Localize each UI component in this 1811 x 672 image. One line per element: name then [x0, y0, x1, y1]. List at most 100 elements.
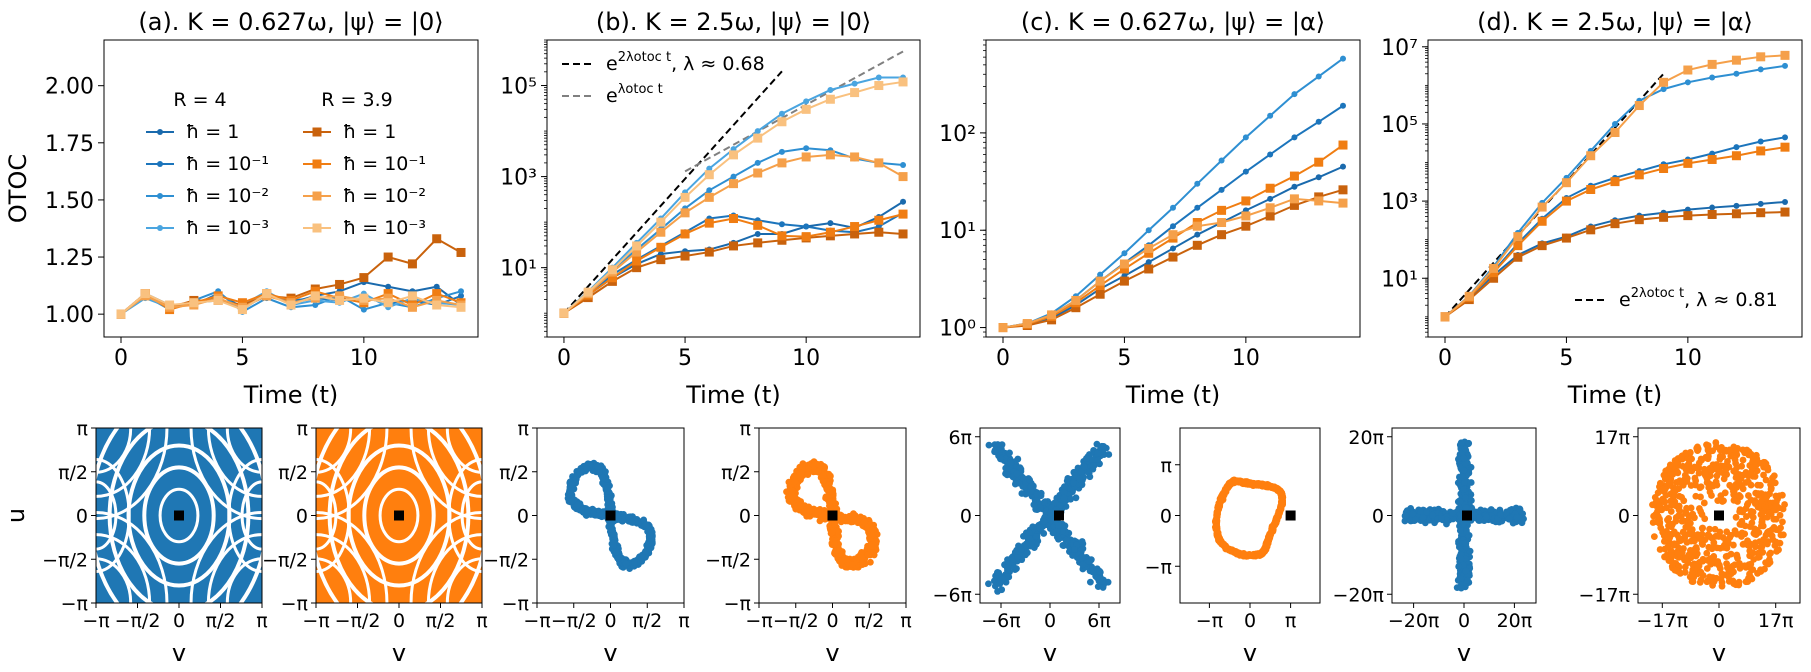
y-tick-label: −6π [933, 584, 972, 606]
y-tick-label: 10³ [1381, 190, 1418, 215]
legend-marker [157, 161, 163, 167]
data-point [1217, 230, 1227, 240]
scatter-point [1719, 498, 1726, 505]
scatter-point [868, 532, 876, 540]
data-point [1660, 86, 1667, 93]
data-point [632, 263, 642, 273]
legend-header: R = 3.9 [321, 89, 392, 111]
y-tick-label: −π [1145, 556, 1172, 578]
scatter-point [819, 477, 827, 485]
data-point [680, 229, 690, 239]
orbit-gap [316, 480, 338, 551]
scatter-point [1732, 448, 1740, 456]
scatter-point [1754, 491, 1762, 499]
data-point [1707, 154, 1717, 164]
scatter-point [1036, 524, 1043, 532]
scatter-point [1055, 522, 1062, 530]
legend-label: ħ = 10⁻³ [343, 217, 426, 239]
scatter-point [1248, 551, 1256, 559]
scatter-point [1723, 471, 1731, 478]
data-point [383, 289, 393, 299]
scatter-point [1747, 573, 1755, 581]
scatter-point [1277, 488, 1285, 496]
phase-panel-4: −π −π/2 0 π/2 πππ/20−π/2−πv [705, 418, 912, 667]
data-point [729, 179, 738, 189]
panel-title: (c). K = 0.627ω, |ψ⟩ = |α⟩ [1021, 8, 1325, 36]
data-point [656, 255, 666, 265]
scatter-point [1457, 439, 1465, 447]
panel-title: (b). K = 2.5ω, |ψ⟩ = |0⟩ [596, 8, 871, 36]
data-point [1192, 240, 1202, 250]
data-point [1610, 177, 1620, 187]
x-tick-label: −π [302, 610, 329, 632]
scatter-point [1278, 500, 1286, 508]
scatter-point [1213, 523, 1220, 531]
data-point [383, 293, 393, 303]
x-tick-label: 0 [604, 610, 616, 632]
data-point [778, 221, 785, 228]
scatter-point [868, 542, 876, 550]
data-point [778, 110, 785, 117]
x-tick-label: −6π [981, 610, 1020, 632]
orbit-gap [96, 458, 131, 573]
scatter-point [1727, 452, 1735, 460]
legend-label: ħ = 10⁻¹ [343, 153, 426, 175]
scatter-point [1465, 439, 1473, 447]
scatter-point [1751, 500, 1759, 507]
data-point [433, 283, 440, 290]
scatter-point [1767, 485, 1775, 493]
scatter-point [1760, 536, 1767, 543]
legend-label: e2λotoc t, λ ≈ 0.68 [606, 50, 765, 75]
data-point [1634, 170, 1644, 180]
data-point [1537, 216, 1547, 226]
data-point [1683, 211, 1693, 221]
data-point [1095, 289, 1105, 299]
data-point [607, 273, 617, 283]
axes-frame [1427, 39, 1803, 338]
data-point [680, 192, 690, 202]
data-point [1145, 227, 1152, 234]
data-point [851, 80, 858, 87]
scatter-point [1759, 548, 1767, 556]
scatter-point [1654, 513, 1662, 520]
scatter-point [1027, 487, 1035, 495]
y-tick-label: 10¹ [1381, 267, 1418, 292]
y-tick-label: 10² [939, 122, 976, 147]
data-point [753, 133, 763, 143]
data-point [458, 288, 464, 295]
scatter-point [1423, 508, 1430, 516]
scatter-point [831, 540, 838, 548]
scatter-point [804, 471, 812, 479]
data-point [1561, 178, 1571, 188]
scatter-point [814, 460, 822, 468]
scatter-point [1027, 481, 1035, 489]
data-point [803, 145, 810, 152]
x-axis-label: Time (t) [243, 381, 339, 409]
scatter-point [1700, 499, 1708, 507]
scatter-point [1100, 443, 1107, 450]
scatter-point [1003, 471, 1011, 479]
data-point [1709, 204, 1716, 211]
scatter-point [1744, 499, 1752, 507]
scatter-point [602, 468, 609, 476]
scatter-point [1482, 513, 1490, 521]
y-tick-label: 0 [517, 506, 529, 528]
y-tick-label: −π [502, 593, 529, 615]
data-point [998, 323, 1008, 333]
data-point [1241, 196, 1251, 206]
scatter-point [640, 516, 648, 524]
scatter-point [1654, 489, 1662, 497]
scatter-point [1262, 483, 1270, 491]
data-point [1610, 219, 1620, 229]
data-point [801, 232, 811, 242]
x-tick-label: 0 [1244, 610, 1256, 632]
scatter-point [1088, 563, 1096, 571]
scatter-point [1412, 516, 1419, 524]
data-point [286, 300, 296, 310]
scatter-point [826, 498, 834, 506]
scatter-point [1047, 516, 1055, 524]
x-tick-label: 0 [114, 346, 128, 371]
scatter-point [1055, 535, 1062, 543]
scatter-point [1221, 488, 1229, 496]
